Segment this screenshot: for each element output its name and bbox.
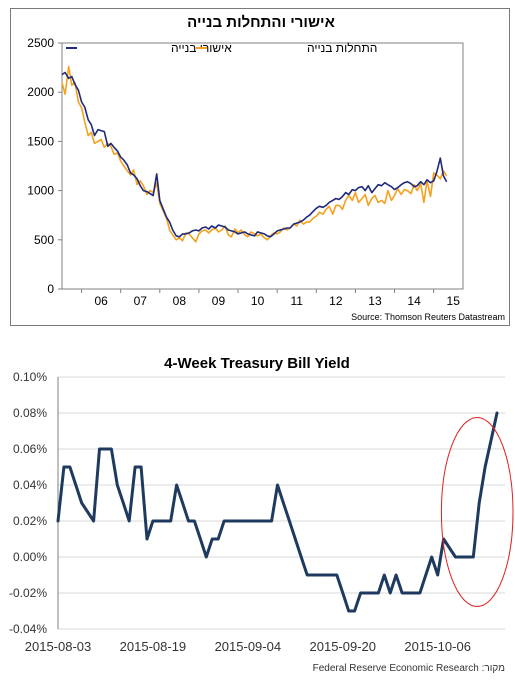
x-tick-label: 07	[134, 294, 148, 308]
x-tick-label: 10	[251, 294, 265, 308]
y-tick-label: 0.06%	[13, 442, 47, 456]
y-tick-label: 0.08%	[13, 406, 47, 420]
chart-title: אישורי והתחלות בנייה	[187, 14, 335, 31]
y-tick-label: 2500	[27, 36, 54, 50]
y-tick-label: 0.10%	[13, 370, 47, 384]
x-tick-label: 2015-10-06	[404, 639, 471, 654]
chart-source: Federal Reserve Economic Research :מקור	[313, 663, 505, 674]
x-tick-label: 15	[447, 294, 461, 308]
x-tick-label: 2015-08-03	[25, 639, 92, 654]
plot-area	[61, 42, 464, 290]
y-tick-label: -0.02%	[9, 586, 47, 600]
y-tick-label: 500	[34, 233, 54, 247]
y-tick-label: 0.02%	[13, 514, 47, 528]
x-tick-label: 06	[94, 294, 108, 308]
chart-title: 4-Week Treasury Bill Yield	[164, 355, 350, 372]
x-tick-label: 11	[290, 294, 303, 308]
x-tick-label: 12	[329, 294, 343, 308]
y-tick-label: 2000	[27, 85, 54, 99]
building-permits-chart: אישורי והתחלות בנייה 0 500 1000 1500 2000 250…	[27, 14, 505, 322]
legend: אישורי בנייה התחלות בנייה	[66, 41, 377, 55]
y-tick-label: 0.00%	[13, 550, 47, 564]
x-tick-label: 09	[212, 294, 226, 308]
chart-source: Source: Thomson Reuters Datastream	[351, 312, 505, 322]
y-tick-label: 1500	[27, 134, 54, 148]
x-tick-label: 2015-08-19	[120, 639, 187, 654]
building-permits-chart-panel: אישורי והתחלות בנייה 0 500 1000 1500 2000 250…	[10, 8, 510, 326]
y-tick-label: 0	[47, 282, 54, 296]
y-tick-label: -0.04%	[9, 622, 47, 636]
x-tick-label: 14	[407, 294, 421, 308]
series-line-starts	[61, 65, 448, 243]
treasury-yield-chart-panel: 4-Week Treasury Bill Yield 0.10% 0.08% 0.0…	[0, 343, 515, 686]
x-tick-label: 08	[173, 294, 187, 308]
y-tick-label: 1000	[27, 184, 54, 198]
x-tick-label: 2015-09-20	[310, 639, 377, 654]
series-line-permits	[61, 71, 448, 238]
series-line-yield	[56, 411, 499, 613]
highlight-ellipse	[440, 417, 514, 607]
legend-label-starts: התחלות בנייה	[307, 41, 377, 55]
x-tick-label: 13	[368, 294, 382, 308]
y-tick-label: 0.04%	[13, 478, 47, 492]
x-tick-label: 2015-09-04	[215, 639, 282, 654]
treasury-yield-chart: 4-Week Treasury Bill Yield 0.10% 0.08% 0.0…	[9, 355, 514, 674]
